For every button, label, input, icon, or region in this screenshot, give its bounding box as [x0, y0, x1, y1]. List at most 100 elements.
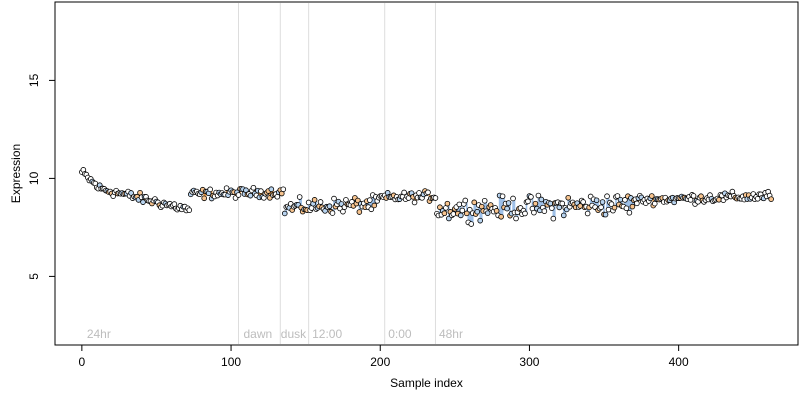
- data-point: [629, 203, 636, 210]
- data-point: [608, 201, 615, 207]
- data-point: [510, 195, 516, 202]
- data-point: [531, 209, 537, 216]
- data-point: [258, 188, 264, 194]
- data-point: [687, 197, 694, 203]
- data-point: [466, 206, 473, 213]
- data-point: [471, 199, 478, 206]
- data-point: [296, 194, 303, 200]
- axes-group: 0 100 200 300 400 5 10 15: [27, 1, 799, 369]
- data-point: [456, 201, 463, 208]
- data-point: [599, 199, 606, 205]
- data-point: [604, 193, 610, 199]
- data-point: [401, 189, 407, 196]
- data-point: [463, 210, 470, 217]
- data-point: [504, 205, 510, 212]
- data-point: [462, 197, 469, 204]
- data-point: [584, 210, 591, 217]
- data-point: [326, 203, 333, 210]
- data-point: [622, 197, 628, 203]
- phase-label-2: dusk: [281, 327, 307, 341]
- data-point: [250, 184, 257, 191]
- x-tick-label: 300: [519, 355, 539, 369]
- data-point: [602, 211, 609, 218]
- data-point: [651, 200, 658, 207]
- data-point: [356, 209, 363, 215]
- y-tick-label: 15: [27, 73, 41, 87]
- data-point: [481, 197, 488, 204]
- x-axis-title: Sample index: [390, 376, 463, 390]
- data-point: [593, 197, 600, 204]
- data-point: [128, 190, 134, 196]
- data-point: [580, 199, 586, 205]
- data-points-group: [79, 167, 774, 227]
- data-point: [268, 186, 275, 192]
- data-point: [311, 197, 318, 203]
- phase-label-0: 24hr: [87, 327, 111, 341]
- data-point: [754, 195, 761, 202]
- data-point: [493, 208, 500, 214]
- phase-label-5: 48hr: [439, 327, 463, 341]
- data-point: [340, 208, 346, 215]
- data-point: [565, 194, 572, 201]
- data-point: [329, 210, 336, 216]
- y-tick-label: 10: [27, 171, 41, 185]
- data-point: [611, 204, 618, 211]
- plot-frame: [54, 1, 799, 346]
- x-tick-label: 100: [221, 355, 241, 369]
- data-point: [432, 195, 439, 201]
- data-point: [371, 202, 378, 209]
- data-point: [437, 204, 443, 211]
- data-point: [367, 197, 373, 203]
- data-point: [528, 194, 534, 200]
- x-tick-label: 200: [370, 355, 390, 369]
- data-point: [317, 199, 324, 205]
- data-point: [690, 193, 697, 199]
- data-point: [598, 204, 604, 211]
- data-point: [768, 196, 774, 202]
- data-point: [532, 200, 539, 207]
- data-point: [513, 215, 519, 222]
- data-point: [207, 186, 213, 193]
- phase-label-4: 0:00: [388, 327, 412, 341]
- data-point: [634, 200, 640, 207]
- data-point: [549, 205, 555, 211]
- x-tick-label: 400: [669, 355, 689, 369]
- y-tick-label: 5: [27, 273, 41, 280]
- data-point: [186, 207, 193, 213]
- data-point: [484, 210, 491, 216]
- data-point: [441, 210, 448, 217]
- data-point: [223, 185, 230, 191]
- data-point: [368, 206, 375, 213]
- data-point: [477, 217, 484, 224]
- data-point: [331, 195, 337, 202]
- data-point: [280, 186, 287, 193]
- phase-labels-group: 24hr dawn dusk 12:00 0:00 48hr: [87, 327, 463, 341]
- data-point: [444, 200, 451, 207]
- data-point: [614, 193, 621, 199]
- data-point: [550, 215, 557, 222]
- data-point: [425, 189, 431, 196]
- data-point: [305, 199, 312, 206]
- data-point: [499, 193, 506, 200]
- data-point: [505, 200, 512, 206]
- data-point: [623, 205, 630, 212]
- data-point: [648, 193, 655, 199]
- data-point: [716, 196, 722, 203]
- data-point: [459, 207, 466, 214]
- y-axis-title: Expression: [9, 144, 23, 203]
- data-point: [458, 212, 464, 219]
- data-point: [605, 206, 612, 213]
- data-point: [468, 221, 475, 227]
- data-point: [474, 208, 481, 215]
- data-point: [247, 192, 254, 199]
- x-tick-label: 0: [79, 355, 86, 369]
- data-point: [559, 200, 566, 207]
- data-point: [450, 211, 457, 217]
- data-point: [547, 200, 554, 207]
- data-point: [201, 195, 207, 202]
- data-point: [522, 210, 528, 217]
- data-point: [535, 192, 542, 199]
- data-point: [525, 198, 531, 205]
